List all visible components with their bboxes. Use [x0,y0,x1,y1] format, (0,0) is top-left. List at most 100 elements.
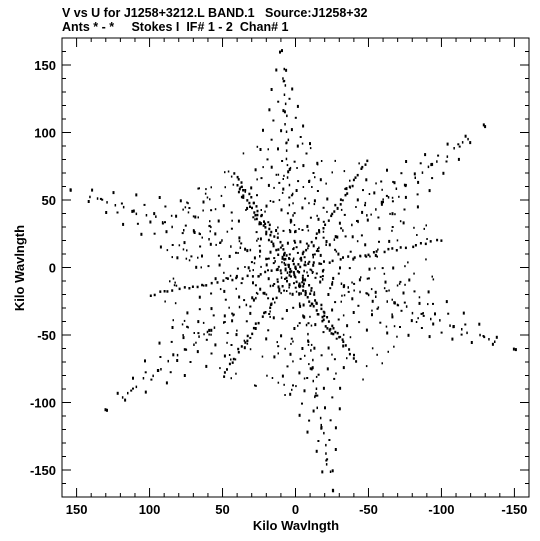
uv-point [283,253,285,257]
uv-point [304,293,307,297]
uv-point [310,269,313,272]
uv-point [286,212,289,215]
uv-point [153,232,156,235]
uv-point [322,206,325,209]
uv-point [254,168,257,172]
uv-point [404,195,407,199]
uv-point [237,351,240,354]
uv-point [256,178,258,181]
uv-point [171,244,174,246]
uv-point [206,196,209,199]
uv-point [283,261,285,265]
uv-point [331,281,334,284]
uv-point [289,230,292,234]
uv-point [270,230,273,234]
uv-point [187,211,190,214]
uv-point [199,245,202,248]
uv-point [299,284,302,288]
uv-point [295,290,298,293]
uv-point [249,248,252,252]
uv-point [116,391,119,395]
uv-point [263,220,265,223]
uv-point [230,344,233,346]
uv-point [186,201,188,204]
uv-point [293,327,296,330]
uv-point [347,255,350,258]
uv-point [144,371,147,374]
uv-point [190,255,193,258]
uv-point [256,292,259,295]
uv-point [254,214,257,217]
uv-point [337,272,340,275]
uv-point [334,426,337,430]
uv-point [323,260,325,263]
uv-point [288,286,290,289]
uv-point [272,297,274,301]
uv-point [321,470,324,474]
uv-point [310,324,313,327]
uv-point [414,176,416,179]
uv-point [302,303,305,307]
uv-point [289,218,292,222]
uv-point [236,329,238,332]
uv-point [446,142,449,146]
uv-point [242,196,245,199]
uv-point [331,259,334,263]
uv-point [346,324,349,328]
uv-point [315,302,318,305]
uv-point [335,337,338,340]
uv-point [301,402,303,405]
uv-point [172,319,174,322]
uv-point [380,202,383,206]
uv-point [315,236,318,240]
uv-point [417,317,419,320]
uv-point [431,275,433,278]
y-tick-label: 150 [34,58,56,73]
uv-point [366,277,369,280]
uv-point [159,290,162,293]
uv-point [451,337,454,341]
uv-point [326,458,329,461]
uv-point [116,211,119,214]
uv-point [322,318,325,322]
uv-point [349,250,352,253]
uv-point [292,360,294,363]
uv-point [316,313,319,316]
uv-point [317,440,320,442]
uv-point [299,304,302,308]
uv-point [404,183,407,186]
uv-point [246,249,249,253]
uv-point [514,348,517,352]
uv-point [158,341,161,345]
uv-point [342,229,344,232]
uv-point [299,357,302,360]
uv-point [482,335,485,337]
uv-point [391,298,393,301]
uv-point [325,452,327,455]
uv-point [371,347,374,350]
uv-point [340,227,343,230]
uv-point [281,317,284,320]
uv-point [391,229,393,232]
uv-point [351,281,353,284]
uv-point [240,181,243,184]
uv-point [285,309,288,312]
uv-point [461,328,463,331]
uv-point [307,262,310,265]
uv-point [304,260,306,264]
uv-point [283,174,285,177]
uv-point [161,221,164,224]
uv-point [205,364,208,368]
uv-point [257,321,260,325]
uv-point [145,214,148,217]
uv-point [277,253,280,256]
uv-point [99,197,102,200]
uv-point [466,331,468,335]
uv-point [276,280,279,283]
uv-point [198,335,200,338]
uv-point [392,180,394,183]
uv-point [315,392,317,395]
uv-point [344,187,346,190]
uv-point [127,391,129,395]
uv-point [326,327,329,330]
